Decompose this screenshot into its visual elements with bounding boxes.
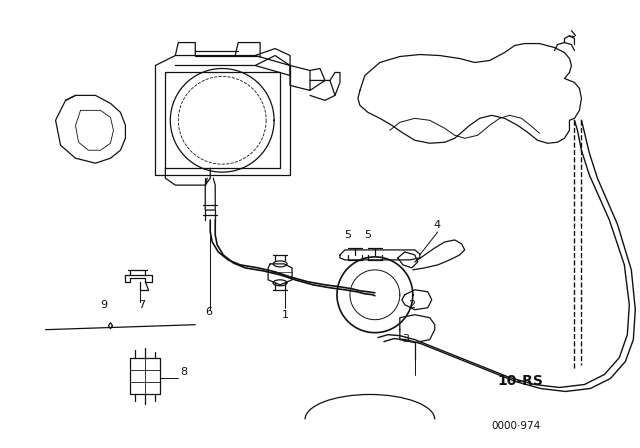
Text: 3: 3 bbox=[402, 334, 409, 344]
Text: 5: 5 bbox=[344, 230, 351, 240]
Text: 4: 4 bbox=[434, 220, 441, 230]
Text: 2: 2 bbox=[408, 300, 415, 310]
Text: 9: 9 bbox=[100, 300, 108, 310]
Text: 10-RS: 10-RS bbox=[498, 374, 543, 388]
Text: 8: 8 bbox=[180, 366, 188, 376]
Text: 7: 7 bbox=[138, 300, 145, 310]
Text: 1: 1 bbox=[282, 310, 289, 320]
Text: 6: 6 bbox=[205, 307, 212, 317]
Text: 0000·974: 0000·974 bbox=[492, 422, 541, 431]
Text: 5: 5 bbox=[364, 230, 371, 240]
